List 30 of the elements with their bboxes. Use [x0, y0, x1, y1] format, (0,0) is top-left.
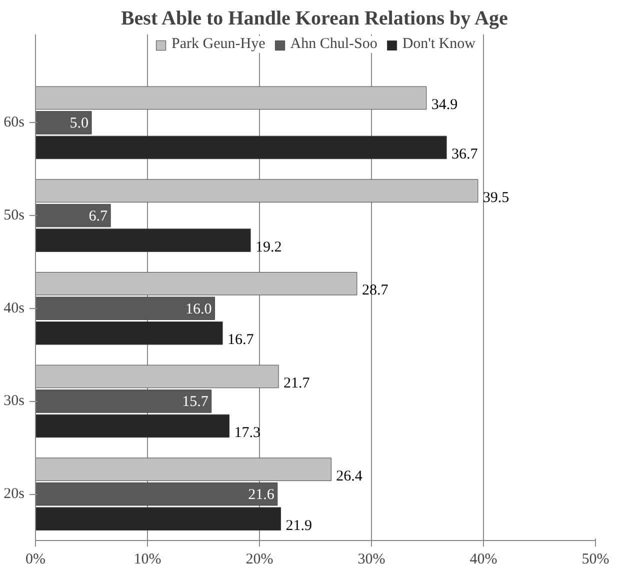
data-label: 21.9 [286, 518, 312, 534]
y-tick-label: 40s [4, 300, 25, 316]
data-label: 34.9 [431, 96, 458, 113]
x-tick-label: 0% [26, 552, 46, 568]
y-tick-label: 30s [4, 393, 25, 410]
data-label: 16.7 [228, 332, 254, 348]
data-label: 19.2 [256, 239, 282, 256]
data-label: 17.3 [234, 424, 261, 441]
data-label: 16.0 [185, 301, 212, 318]
x-tick-label: 50% [582, 552, 610, 568]
y-tick-label: 60s [4, 114, 25, 131]
legend-label: Park Geun-Hye [172, 36, 266, 53]
chart-title: Best Able to Handle Korean Relations by Age [120, 8, 508, 30]
y-tick-label: 20s [4, 486, 25, 502]
data-label: 39.5 [482, 190, 510, 206]
data-label: 36.7 [452, 146, 478, 162]
data-label: 26.4 [336, 468, 363, 484]
x-tick-label: 40% [470, 552, 498, 568]
y-tick-label: 50s [4, 208, 25, 224]
data-label: 21.6 [248, 487, 275, 504]
x-tick-label: 20% [246, 552, 274, 568]
data-label: 21.7 [284, 375, 310, 392]
data-label: 15.7 [182, 394, 209, 410]
x-tick-label: 10% [134, 552, 162, 568]
data-label: 6.7 [88, 208, 108, 225]
data-label: 5.0 [70, 116, 88, 132]
legend-label: Don't Know [402, 36, 476, 53]
x-tick-label: 30% [358, 552, 386, 568]
data-label: 28.7 [362, 282, 389, 299]
legend-label: Ahn Chul-Soo [290, 36, 378, 53]
